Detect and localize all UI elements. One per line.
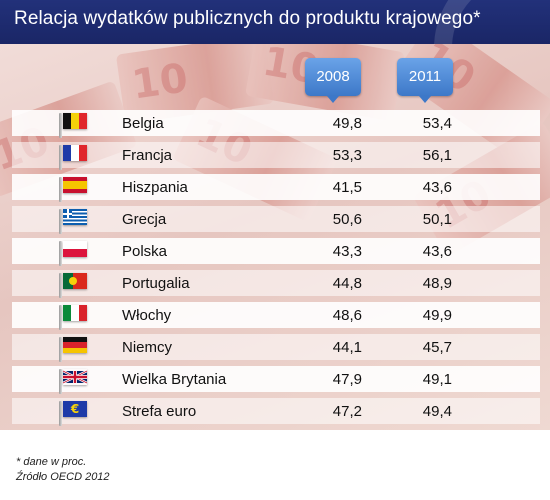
- table-row: Belgia 49,8 53,4: [12, 110, 540, 138]
- value-2011: 48,9: [422, 275, 452, 292]
- table-row: Wielka Brytania 47,9 49,1: [12, 366, 540, 394]
- banknote-background: 10 10 10 10 10 10: [0, 44, 550, 430]
- italy-flag-icon: [63, 305, 87, 321]
- header-bar: Relacja wydatków publicznych do produktu…: [0, 0, 550, 44]
- country-name: Hiszpania: [122, 179, 188, 196]
- value-2008: 44,8: [332, 275, 362, 292]
- country-name: Belgia: [122, 115, 164, 132]
- flag-pole: [59, 241, 62, 266]
- value-2008: 48,6: [332, 307, 362, 324]
- flag-pole: [59, 273, 62, 298]
- value-2011: 45,7: [422, 339, 452, 356]
- value-2011: 53,4: [422, 115, 452, 132]
- flag-pole: [59, 177, 62, 202]
- spain-flag-icon: [63, 177, 87, 193]
- country-name: Polska: [122, 243, 168, 260]
- uk-flag-icon: [63, 369, 87, 385]
- value-2011: 43,6: [422, 179, 452, 196]
- value-2011: 49,1: [422, 371, 452, 388]
- table-row: € Strefa euro 47,2 49,4: [12, 398, 540, 426]
- source-note: Źródło OECD 2012: [16, 471, 110, 483]
- value-2008: 49,8: [332, 115, 362, 132]
- value-2008: 47,2: [332, 403, 362, 420]
- table-row: Niemcy 44,1 45,7: [12, 334, 540, 362]
- value-2011: 49,4: [422, 403, 452, 420]
- value-2011: 43,6: [422, 243, 452, 260]
- flag-pole: [59, 337, 62, 362]
- value-2011: 49,9: [422, 307, 452, 324]
- flag-pole: [59, 145, 62, 170]
- value-2011: 50,1: [422, 211, 452, 228]
- france-flag-icon: [63, 145, 87, 161]
- country-name: Niemcy: [122, 339, 173, 356]
- table-row: Hiszpania 41,5 43,6: [12, 174, 540, 202]
- value-2008: 50,6: [332, 211, 362, 228]
- greece-flag-icon: [63, 209, 87, 225]
- value-2008: 41,5: [332, 179, 362, 196]
- germany-flag-icon: [63, 337, 87, 353]
- value-2008: 47,9: [332, 371, 362, 388]
- table-row: Grecja 50,6 50,1: [12, 206, 540, 234]
- table-row: Portugalia 44,8 48,9: [12, 270, 540, 298]
- value-2008: 44,1: [332, 339, 362, 356]
- flag-pole: [59, 305, 62, 330]
- country-name: Grecja: [122, 211, 167, 228]
- country-name: Wielka Brytania: [122, 371, 227, 388]
- belgium-flag-icon: [63, 113, 87, 129]
- eurozone-flag-icon: €: [63, 401, 87, 417]
- year-header-2008: 2008: [305, 58, 361, 103]
- footnote: * dane w proc.: [16, 456, 87, 468]
- table-row: Polska 43,3 43,6: [12, 238, 540, 266]
- flag-pole: [59, 113, 62, 138]
- flag-pole: [59, 209, 62, 234]
- country-name: Strefa euro: [122, 403, 197, 420]
- country-name: Francja: [122, 147, 173, 164]
- poland-flag-icon: [63, 241, 87, 257]
- year-header-2011: 2011: [397, 58, 453, 103]
- table-row: Francja 53,3 56,1: [12, 142, 540, 170]
- value-2008: 53,3: [332, 147, 362, 164]
- table-row: Włochy 48,6 49,9: [12, 302, 540, 330]
- value-2011: 56,1: [422, 147, 452, 164]
- flag-pole: [59, 369, 62, 394]
- value-2008: 43,3: [332, 243, 362, 260]
- country-name: Portugalia: [122, 275, 190, 292]
- portugal-flag-icon: [63, 273, 87, 289]
- page-title: Relacja wydatków publicznych do produktu…: [14, 8, 481, 29]
- flag-pole: [59, 401, 62, 426]
- country-name: Włochy: [122, 307, 172, 324]
